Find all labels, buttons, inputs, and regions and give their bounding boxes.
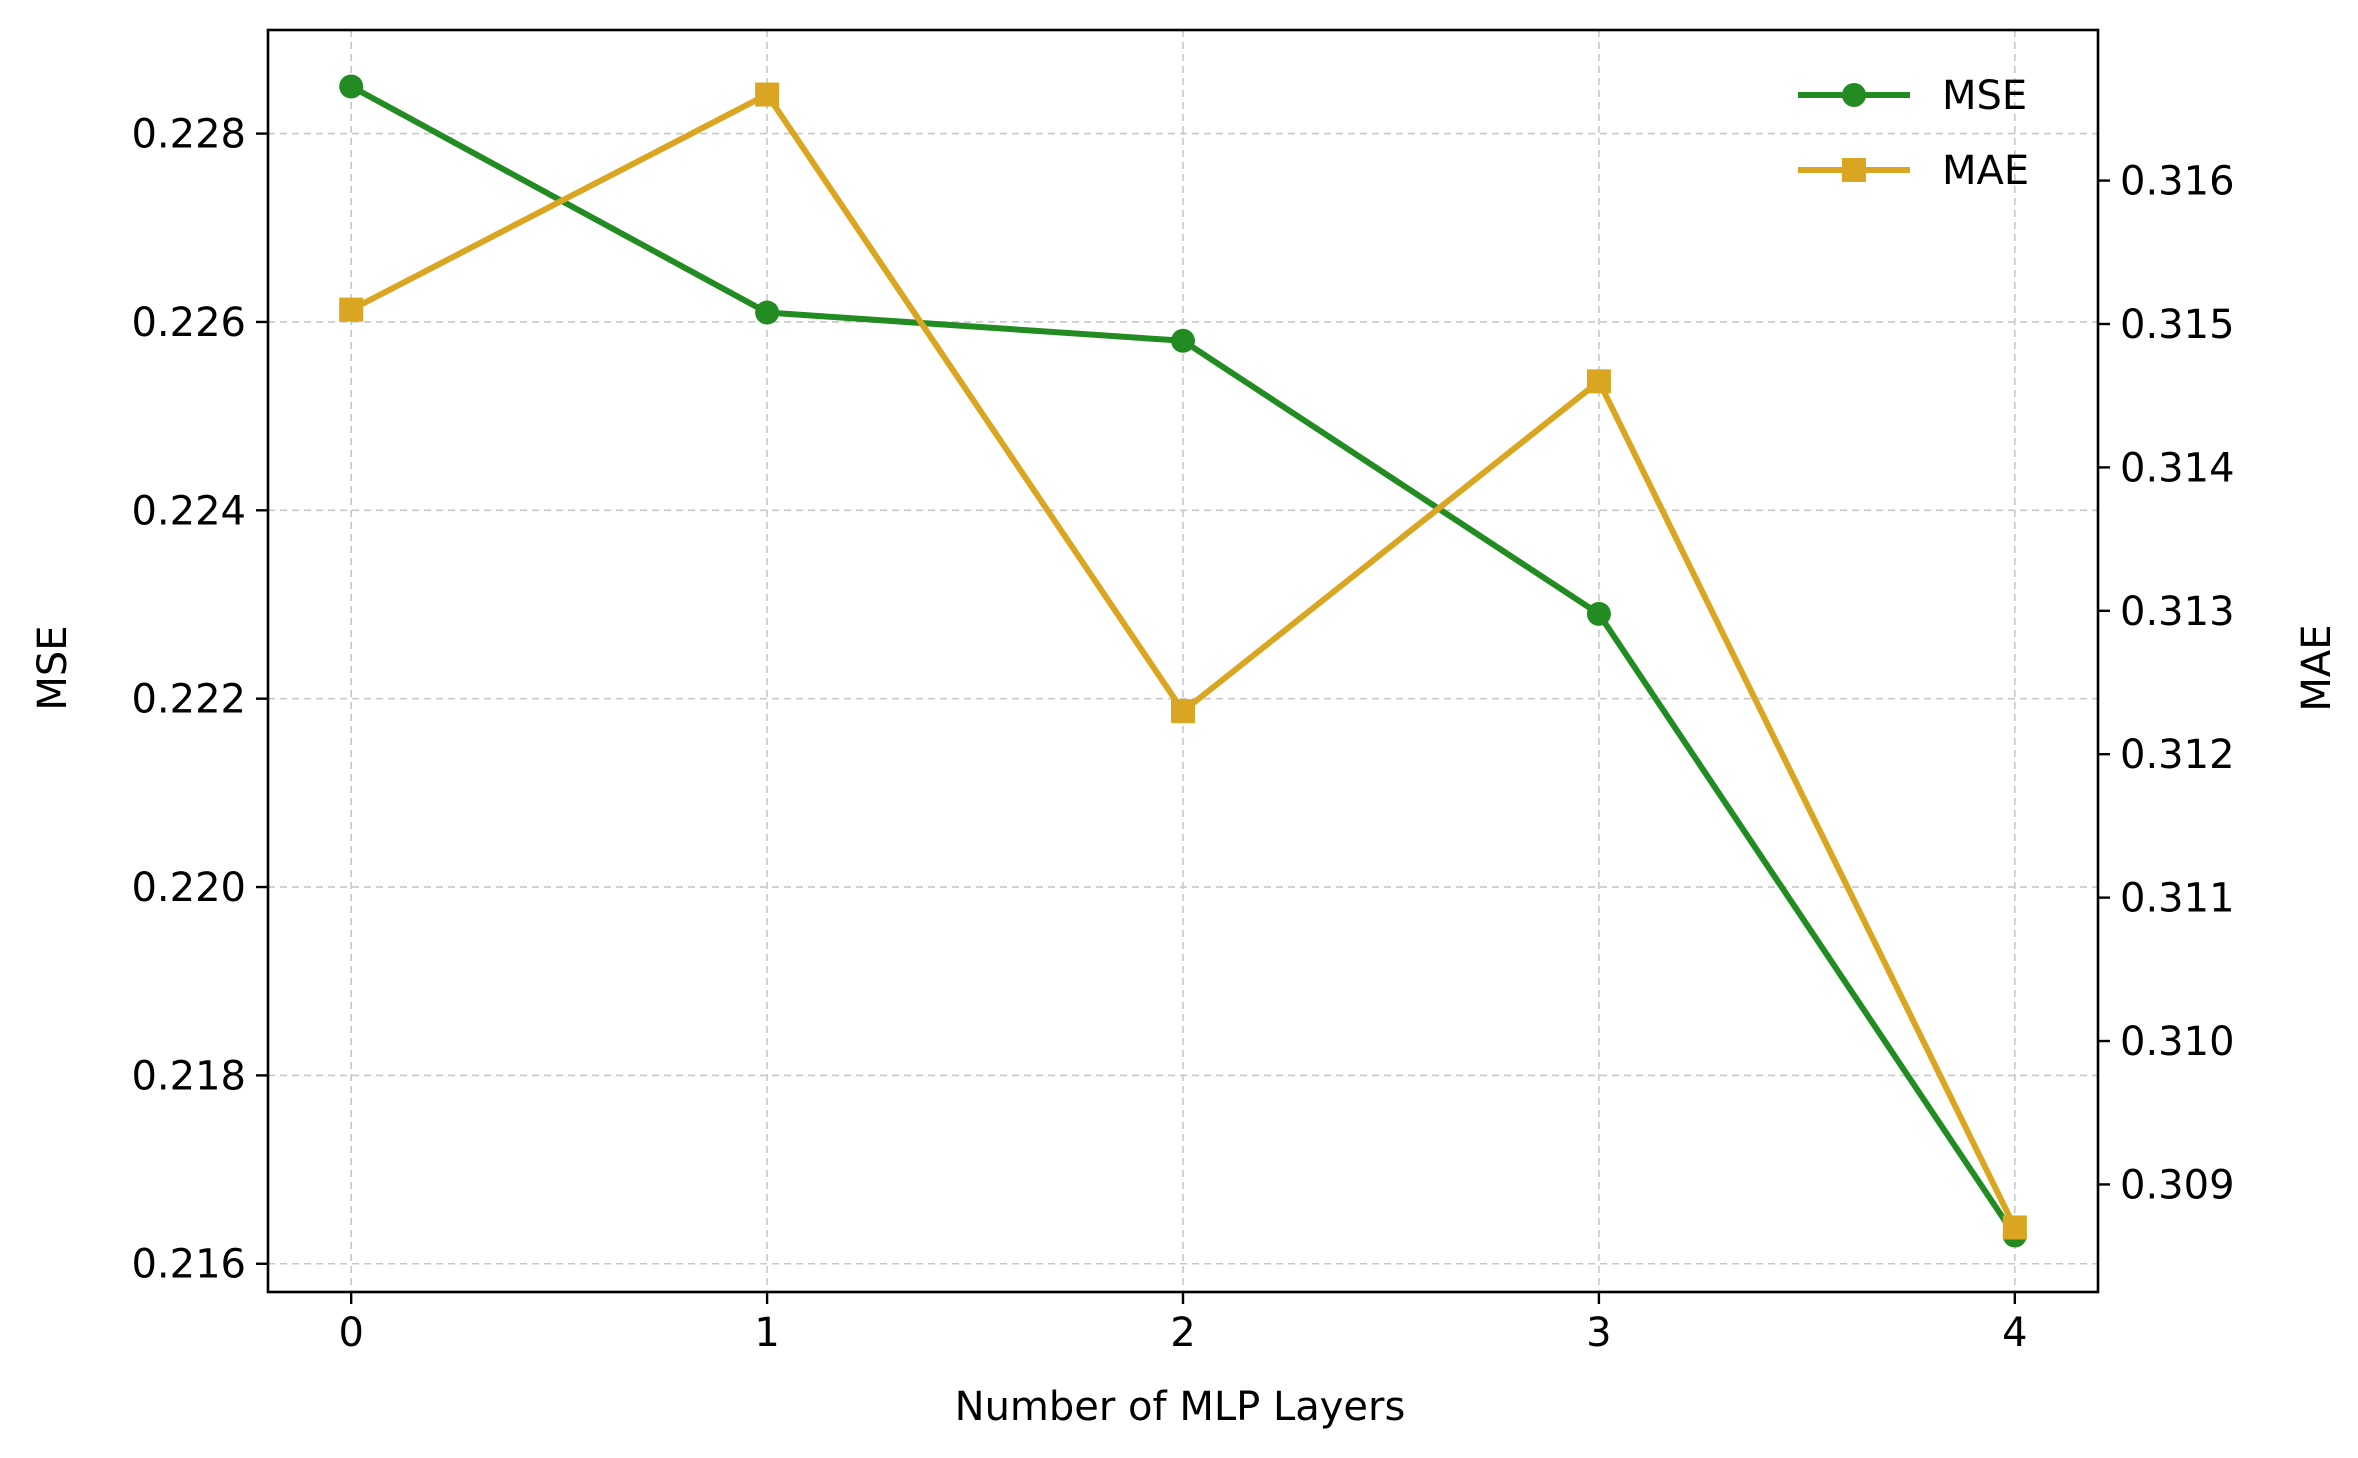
mae-point bbox=[339, 297, 364, 322]
mse-legend-marker bbox=[1842, 83, 1866, 107]
mae-legend-marker bbox=[1842, 158, 1866, 182]
y-tick-label: 0.222 bbox=[131, 677, 246, 723]
x-tick-label: 1 bbox=[754, 1310, 779, 1356]
mae-point bbox=[755, 82, 780, 107]
mse-point bbox=[755, 300, 780, 325]
y-tick-label: 0.224 bbox=[131, 488, 246, 534]
y2-tick-label: 0.311 bbox=[2120, 876, 2235, 922]
series-layer bbox=[339, 74, 2027, 1248]
mae-legend-label: MAE bbox=[1942, 148, 2029, 194]
y-axis-right: 0.309 0.310 0.311 0.312 0.313 0.314 0.315 0.316 bbox=[2098, 159, 2235, 1208]
y-tick-label: 0.218 bbox=[131, 1053, 246, 1099]
y2-tick-label: 0.314 bbox=[2120, 445, 2235, 491]
x-tick-label: 3 bbox=[1586, 1310, 1611, 1356]
mae-point bbox=[2002, 1215, 2027, 1240]
y2-tick-label: 0.312 bbox=[2120, 732, 2235, 778]
y-tick-label: 0.226 bbox=[131, 300, 246, 346]
y2-tick-label: 0.310 bbox=[2120, 1019, 2235, 1065]
x-axis-label: Number of MLP Layers bbox=[955, 1384, 1406, 1430]
mse-legend-label: MSE bbox=[1942, 73, 2027, 119]
x-axis: 0 1 2 3 4 bbox=[338, 1292, 2028, 1356]
y2-tick-label: 0.309 bbox=[2120, 1162, 2235, 1208]
mse-point bbox=[1171, 328, 1195, 353]
y-tick-label: 0.216 bbox=[131, 1242, 246, 1288]
y-tick-label: 0.220 bbox=[131, 865, 246, 911]
y2-tick-label: 0.316 bbox=[2120, 159, 2235, 205]
x-tick-label: 2 bbox=[1170, 1310, 1195, 1356]
y-axis-left: 0.216 0.218 0.220 0.222 0.224 0.226 0.228 bbox=[131, 112, 268, 1288]
y2-tick-label: 0.313 bbox=[2120, 589, 2235, 635]
mae-point bbox=[1171, 699, 1195, 724]
x-tick-label: 4 bbox=[2002, 1310, 2027, 1356]
y2-axis-label: MAE bbox=[2294, 624, 2340, 711]
y-axis-label: MSE bbox=[30, 625, 76, 710]
y2-tick-label: 0.315 bbox=[2120, 302, 2235, 348]
grid-layer bbox=[268, 30, 2098, 1292]
y-tick-label: 0.228 bbox=[131, 112, 246, 158]
x-tick-label: 0 bbox=[338, 1310, 363, 1356]
mse-point bbox=[1586, 601, 1611, 626]
mae-point bbox=[1586, 369, 1611, 394]
mse-point bbox=[339, 74, 364, 99]
legend: MSE MAE bbox=[1798, 73, 2029, 194]
